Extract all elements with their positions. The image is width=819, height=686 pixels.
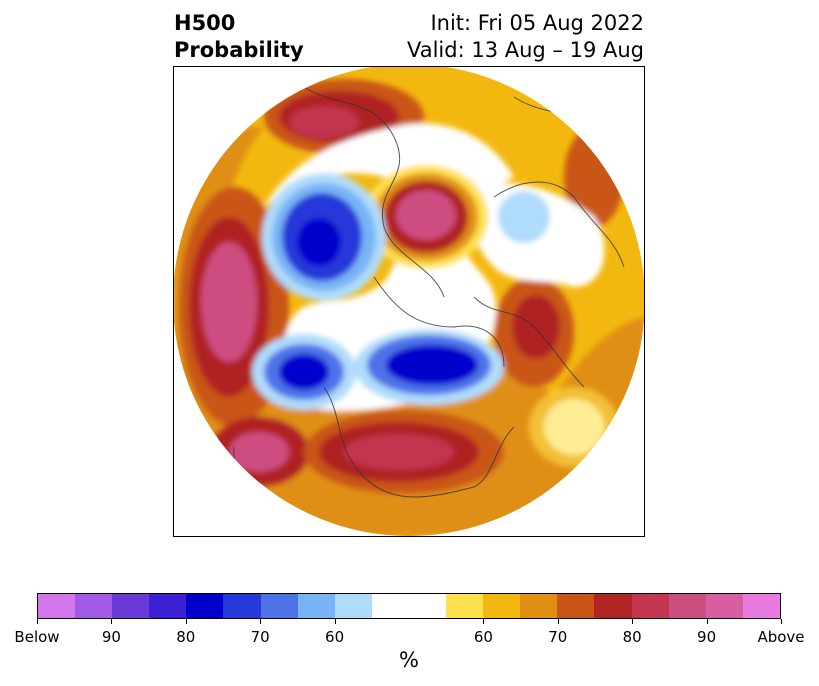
colorbar-tick-label: 60 (473, 628, 493, 646)
colorbar-tick-mark (632, 619, 634, 624)
colorbar-tick-mark (557, 619, 559, 624)
canada-below-80 (386, 345, 478, 385)
colorbar-tick-label: 90 (101, 628, 121, 646)
probability-map (173, 66, 645, 537)
colorbar-tick-label: 70 (548, 628, 568, 646)
colorbar-tick-mark (483, 619, 485, 624)
goa-below-80 (279, 354, 329, 390)
colorbar-segment (186, 594, 224, 618)
colorbar-segment (149, 594, 187, 618)
colorbar-tick-mark (706, 619, 708, 624)
colorbar-segment (520, 594, 558, 618)
colorbar (37, 593, 781, 619)
pacific-south-above-80 (229, 432, 289, 472)
colorbar-segment (594, 594, 632, 618)
colorbar-segment (112, 594, 150, 618)
colorbar-segment (371, 594, 447, 618)
valid-date: Valid: 13 Aug – 19 Aug (406, 38, 644, 62)
colorbar-segment (260, 594, 298, 618)
title-variable: H500 (174, 11, 236, 35)
probability-map-svg (174, 67, 644, 536)
colorbar-tick-mark (37, 619, 38, 624)
colorbar-tick-label: 90 (697, 628, 717, 646)
colorbar-segment (446, 594, 484, 618)
colorbar-tick-mark (781, 619, 782, 624)
colorbar-segment (742, 594, 780, 618)
greenland-above-80 (396, 190, 456, 240)
alaska-below-80 (297, 218, 341, 266)
colorbar-segment (705, 594, 743, 618)
colorbar-tick-label: Below (14, 628, 60, 646)
map-title: H500 Probability (174, 10, 304, 64)
europe-below-50 (498, 191, 550, 243)
colorbar-segment (334, 594, 372, 618)
colorbar-unit-label: % (399, 648, 419, 672)
colorbar-tick-mark (111, 619, 113, 624)
colorbar-segment (631, 594, 669, 618)
colorbar-segment (297, 594, 335, 618)
colorbar-segment (668, 594, 706, 618)
colorbar-tick-label: 80 (176, 628, 196, 646)
colorbar-segment (75, 594, 113, 618)
pacific-above-80 (201, 242, 257, 362)
colorbar-segment (483, 594, 521, 618)
init-date: Init: Fri 05 Aug 2022 (430, 11, 644, 35)
colorbar-tick-label: Above (757, 628, 805, 646)
atlantic-above-50 (529, 387, 619, 467)
colorbar-tick-label: 60 (325, 628, 345, 646)
title-quantity: Probability (174, 38, 304, 62)
colorbar-tick-label: 80 (622, 628, 642, 646)
forecast-dates: Init: Fri 05 Aug 2022 Valid: 13 Aug – 19… (407, 10, 644, 64)
colorbar-segment (557, 594, 595, 618)
colorbar-segment (38, 594, 76, 618)
colorbar-segment (223, 594, 261, 618)
siberia-above-80 (289, 106, 359, 138)
colorbar-tick-mark (260, 619, 262, 624)
colorbar-tick-mark (334, 619, 336, 624)
map-fill (174, 67, 644, 536)
colorbar-tick-mark (185, 619, 187, 624)
colorbar-tick-label: 70 (250, 628, 270, 646)
us-above-80 (344, 434, 454, 470)
